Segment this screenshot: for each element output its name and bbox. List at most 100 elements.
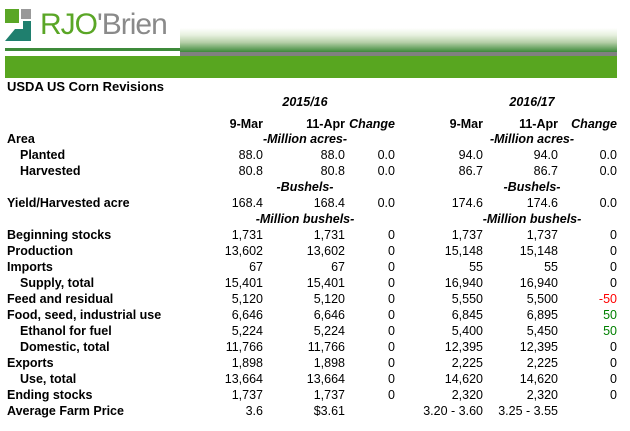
value-cell: 3.6 xyxy=(245,404,263,418)
change-value: 0 xyxy=(610,244,617,258)
value-cell: 13,664 xyxy=(224,372,263,386)
year-header: 2016/17 xyxy=(509,95,555,109)
change-value: 0.0 xyxy=(599,196,617,210)
value-cell: 2,320 xyxy=(526,388,558,402)
value-cell: 86.7 xyxy=(458,164,483,178)
change-value: 50 xyxy=(603,308,617,322)
value-cell: 6,845 xyxy=(451,308,483,322)
value-cell: 15,401 xyxy=(306,276,345,290)
value-cell: 2,320 xyxy=(451,388,483,402)
logo-icon xyxy=(5,9,33,41)
logo: RJO'Brien xyxy=(40,8,168,41)
value-cell: 11,766 xyxy=(307,340,345,354)
value-cell: 6,646 xyxy=(313,308,345,322)
change-value: 0 xyxy=(388,244,395,258)
value-cell: 5,500 xyxy=(526,292,558,306)
change-value: 0.0 xyxy=(599,164,617,178)
value-cell: 6,895 xyxy=(526,308,558,322)
change-value: 0 xyxy=(610,340,617,354)
value-cell: 1,731 xyxy=(313,228,345,242)
column-header: Change xyxy=(571,117,617,131)
value-cell: 5,224 xyxy=(313,324,345,338)
value-cell: 1,737 xyxy=(313,388,345,402)
value-cell: 94.0 xyxy=(458,148,483,162)
value-cell: 5,450 xyxy=(526,324,558,338)
value-cell: 2,225 xyxy=(526,356,558,370)
value-cell: 80.8 xyxy=(238,164,263,178)
change-value: 0 xyxy=(610,260,617,274)
value-cell: 13,602 xyxy=(306,244,345,258)
value-cell: 94.0 xyxy=(533,148,558,162)
row-label: Domestic, total xyxy=(20,340,110,354)
row-label: Supply, total xyxy=(20,276,95,290)
units-label: -Bushels- xyxy=(276,180,334,194)
value-cell: 67 xyxy=(249,260,263,274)
value-cell: 88.0 xyxy=(320,148,345,162)
value-cell: 1,731 xyxy=(231,228,263,242)
value-cell: 86.7 xyxy=(533,164,558,178)
change-value: 0.0 xyxy=(377,164,395,178)
value-cell: 5,550 xyxy=(451,292,483,306)
change-value: 0 xyxy=(610,388,617,402)
value-cell: 15,148 xyxy=(519,244,558,258)
value-cell: 11,766 xyxy=(225,340,263,354)
value-cell: 1,898 xyxy=(313,356,345,370)
row-label: Food, seed, industrial use xyxy=(7,308,162,322)
value-cell: 67 xyxy=(331,260,345,274)
value-cell: 13,664 xyxy=(306,372,345,386)
value-cell: 12,395 xyxy=(519,340,558,354)
change-value: 50 xyxy=(603,324,617,338)
change-value: 0 xyxy=(388,340,395,354)
value-cell: 15,148 xyxy=(444,244,483,258)
change-value: -50 xyxy=(598,292,617,306)
value-cell: 1,737 xyxy=(526,228,558,242)
column-header: 11-Apr xyxy=(519,117,558,131)
row-label: Production xyxy=(7,244,73,258)
change-value: 0.0 xyxy=(377,148,395,162)
units-label: -Million bushels- xyxy=(255,212,355,226)
row-label: Harvested xyxy=(20,164,81,178)
value-cell: 12,395 xyxy=(444,340,483,354)
value-cell: $3.61 xyxy=(313,404,345,418)
year-header: 2015/16 xyxy=(282,95,328,109)
row-label: Area xyxy=(7,132,35,146)
value-cell: 174.6 xyxy=(526,196,558,210)
value-cell: 168.4 xyxy=(231,196,263,210)
value-cell: 15,401 xyxy=(224,276,263,290)
column-header: 9-Mar xyxy=(229,117,263,131)
column-header: Change xyxy=(349,117,395,131)
row-label: Ethanol for fuel xyxy=(20,324,112,338)
value-cell: 13,602 xyxy=(224,244,263,258)
value-cell: 168.4 xyxy=(313,196,345,210)
row-label: Use, total xyxy=(20,372,77,386)
header-bar xyxy=(5,56,617,78)
change-value: 0 xyxy=(388,356,395,370)
value-cell: 3.20 - 3.60 xyxy=(423,404,483,418)
row-label: Exports xyxy=(7,356,54,370)
value-cell: 1,737 xyxy=(451,228,483,242)
row-label: Yield/Harvested acre xyxy=(7,196,130,210)
change-value: 0 xyxy=(388,292,395,306)
change-value: 0 xyxy=(610,372,617,386)
value-cell: 14,620 xyxy=(444,372,483,386)
value-cell: 1,737 xyxy=(231,388,263,402)
change-value: 0 xyxy=(388,372,395,386)
units-label: -Million bushels- xyxy=(482,212,582,226)
value-cell: 5,400 xyxy=(451,324,483,338)
value-cell: 16,940 xyxy=(519,276,558,290)
header-rule xyxy=(180,52,617,56)
value-cell: 5,120 xyxy=(231,292,263,306)
change-value: 0 xyxy=(610,356,617,370)
value-cell: 16,940 xyxy=(444,276,483,290)
change-value: 0 xyxy=(388,324,395,338)
column-header: 11-Apr xyxy=(306,117,345,131)
column-header: 9-Mar xyxy=(449,117,483,131)
value-cell: 5,120 xyxy=(313,292,345,306)
page-title: USDA US Corn Revisions xyxy=(7,79,164,94)
value-cell: 80.8 xyxy=(320,164,345,178)
header-divider xyxy=(5,48,180,51)
value-cell: 5,224 xyxy=(231,324,263,338)
value-cell: 55 xyxy=(469,260,483,274)
change-value: 0 xyxy=(388,276,395,290)
change-value: 0 xyxy=(388,228,395,242)
